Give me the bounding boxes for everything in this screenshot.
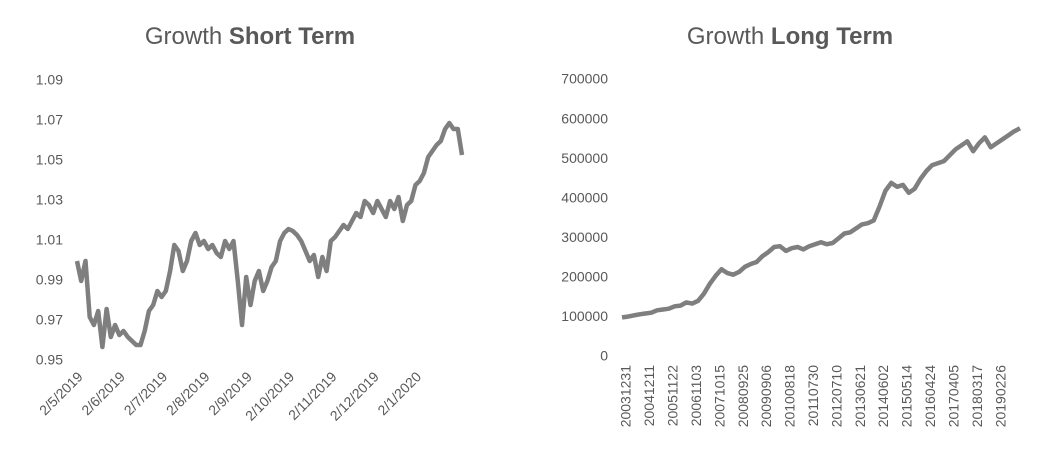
- data-line: [74, 120, 465, 350]
- y-tick-label: 1.05: [36, 152, 63, 168]
- title-text: Growth: [687, 23, 764, 50]
- x-tick-label: 20071015: [711, 365, 727, 428]
- y-tick-label: 0: [600, 348, 608, 364]
- x-tick-label: 20130621: [852, 365, 868, 428]
- x-tick-label: 2/6/2019: [78, 368, 128, 418]
- y-tick-label: 500000: [561, 150, 608, 166]
- x-tick-label: 2/8/2019: [163, 368, 213, 418]
- title-emphasis: Short Term: [229, 23, 355, 50]
- y-tick-label: 1.01: [36, 232, 63, 248]
- x-tick-label: 20190226: [992, 365, 1008, 428]
- x-tick-label: 20100818: [782, 365, 798, 428]
- y-tick-label: 1.03: [36, 192, 63, 208]
- y-tick-label: 300000: [561, 229, 608, 245]
- x-tick-label: 20170405: [945, 365, 961, 428]
- x-tick-label: 20080925: [735, 365, 751, 428]
- data-line: [621, 126, 1022, 320]
- y-tick-label: 0.99: [36, 272, 63, 288]
- y-tick-label: 100000: [561, 308, 608, 324]
- x-tick-label: 2/7/2019: [121, 368, 171, 418]
- y-tick-label: 600000: [561, 110, 608, 126]
- y-tick-label: 700000: [561, 71, 608, 87]
- x-tick-label: 20041211: [641, 365, 657, 426]
- y-tick-label: 0.97: [36, 312, 63, 328]
- x-tick-label: 20090906: [758, 365, 774, 428]
- x-tick-label: 20150514: [899, 365, 915, 428]
- x-tick-label: 2/1/2020: [374, 368, 424, 418]
- title-text: Growth: [145, 23, 222, 50]
- y-tick-label: 1.09: [36, 72, 63, 88]
- x-tick-label: 20110730: [805, 365, 821, 426]
- chart-title: Growth Long Term: [687, 23, 893, 50]
- x-tick-label: 20120710: [828, 365, 844, 428]
- x-tick-label: 20140602: [875, 365, 891, 428]
- x-tick-label: 2/5/2019: [36, 368, 86, 418]
- x-tick-label: 20160424: [922, 365, 938, 428]
- y-tick-label: 400000: [561, 189, 608, 205]
- chart-title: Growth Short Term: [145, 23, 355, 50]
- y-tick-label: 200000: [561, 269, 608, 285]
- x-tick-label: 20051122: [665, 365, 681, 426]
- x-tick-label: 20061103: [688, 365, 704, 426]
- title-emphasis: Long Term: [771, 23, 893, 50]
- x-tick-label: 20031231: [618, 365, 634, 428]
- y-tick-label: 0.95: [36, 352, 63, 368]
- y-tick-label: 1.07: [36, 112, 63, 128]
- x-tick-label: 20180317: [969, 365, 985, 428]
